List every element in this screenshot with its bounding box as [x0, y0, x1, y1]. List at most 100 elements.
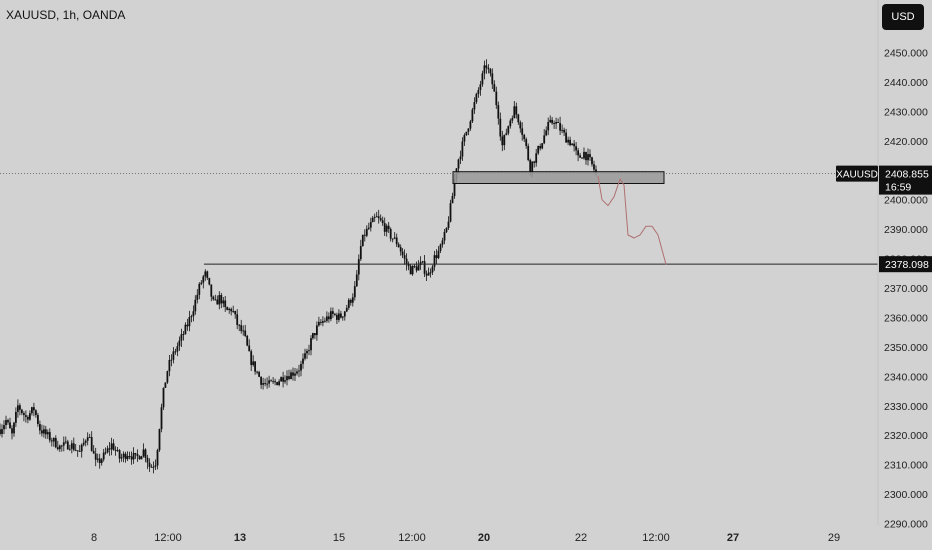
candle-body [393, 237, 396, 239]
candle-body [553, 123, 555, 124]
candle-body [525, 139, 528, 146]
candle-body [535, 153, 538, 163]
candle-body [334, 313, 336, 315]
candle-body [296, 371, 298, 374]
candle-body [453, 179, 456, 196]
candle-body [577, 150, 579, 156]
candle-body [310, 338, 312, 351]
candle-body [60, 445, 63, 447]
candle-body [96, 458, 99, 460]
candle-body [589, 154, 591, 158]
candle-body [122, 453, 125, 458]
candle-body [501, 136, 504, 146]
candle-body [429, 272, 432, 274]
candle-body [521, 128, 524, 135]
candle-body [156, 450, 159, 466]
candle-body [86, 437, 89, 441]
candle-body [365, 228, 368, 236]
candle-body [292, 372, 294, 376]
candle-body [551, 119, 553, 124]
candle-body [583, 151, 585, 159]
price-tick-label: 2340.000 [884, 371, 928, 383]
candle-body [571, 143, 573, 146]
candle-body [509, 120, 512, 127]
candle-body [138, 456, 141, 460]
candle-body [391, 238, 394, 240]
candle-body [513, 106, 516, 119]
candle-body [5, 420, 7, 425]
candle-body [375, 216, 378, 218]
candle-body [336, 314, 338, 320]
candle-body [397, 244, 400, 248]
candle-body [17, 405, 19, 412]
candle-body [353, 286, 356, 298]
candle-body [11, 428, 13, 434]
candle-body [387, 225, 390, 229]
candle-body [439, 244, 442, 251]
candle-body [349, 299, 352, 303]
candle-body [206, 271, 209, 278]
candle-body [126, 456, 129, 460]
price-tick-label: 2420.000 [884, 136, 928, 148]
candle-body [13, 422, 15, 434]
candle-body [324, 320, 326, 322]
candle-body [41, 430, 43, 434]
time-tick-label: 22 [575, 532, 587, 544]
candle-body [212, 296, 215, 300]
candle-body [90, 437, 93, 451]
candle-body [377, 216, 380, 219]
candle-body [44, 429, 47, 435]
candle-body [543, 135, 546, 144]
candle-body [228, 308, 231, 310]
candle-body [118, 450, 121, 459]
candle-body [545, 130, 548, 136]
candle-body [160, 407, 163, 430]
candle-body [254, 361, 256, 372]
candle-body [539, 146, 542, 149]
candle-body [21, 409, 23, 414]
price-tick-label: 2370.000 [884, 283, 928, 295]
candle-body [64, 441, 67, 443]
candle-body [306, 350, 308, 354]
candle-body [399, 247, 402, 252]
candle-body [595, 169, 597, 173]
candle-body [481, 73, 484, 85]
candle-body [519, 122, 522, 129]
candle-body [152, 466, 155, 468]
time-tick-label: 15 [333, 532, 345, 544]
candle-body [308, 350, 310, 352]
candle-body [473, 102, 476, 110]
candle-body [423, 261, 426, 274]
candle-body [441, 240, 444, 245]
candle-body [270, 380, 272, 382]
price-tick-label: 2430.000 [884, 106, 928, 118]
candle-body [533, 161, 536, 163]
candle-body [505, 133, 508, 135]
candle-body [242, 330, 245, 332]
candle-body [128, 456, 131, 457]
candle-body [246, 335, 249, 346]
currency-button[interactable]: USD [882, 4, 924, 30]
candle-body [204, 271, 207, 277]
candle-body [116, 450, 119, 452]
candle-body [158, 429, 161, 451]
candle-body [312, 333, 314, 339]
candle-body [302, 358, 304, 364]
candle-body [276, 382, 278, 385]
candle-body [355, 274, 358, 287]
time-axis: 8 12:00 13 15 12:00 20 22 12:00 27 29 [91, 532, 840, 544]
candle-body [260, 376, 262, 385]
candle-body [29, 413, 31, 420]
candle-body [62, 442, 65, 446]
candle-body [457, 159, 460, 169]
candle-body [19, 405, 21, 410]
price-tick-label: 2310.000 [884, 460, 928, 472]
price-tick-label: 2450.000 [884, 48, 928, 60]
candle-body [549, 119, 552, 123]
candle-body [411, 265, 414, 275]
candle-body [78, 451, 81, 452]
candle-body [0, 429, 1, 434]
candle-body [200, 282, 203, 284]
